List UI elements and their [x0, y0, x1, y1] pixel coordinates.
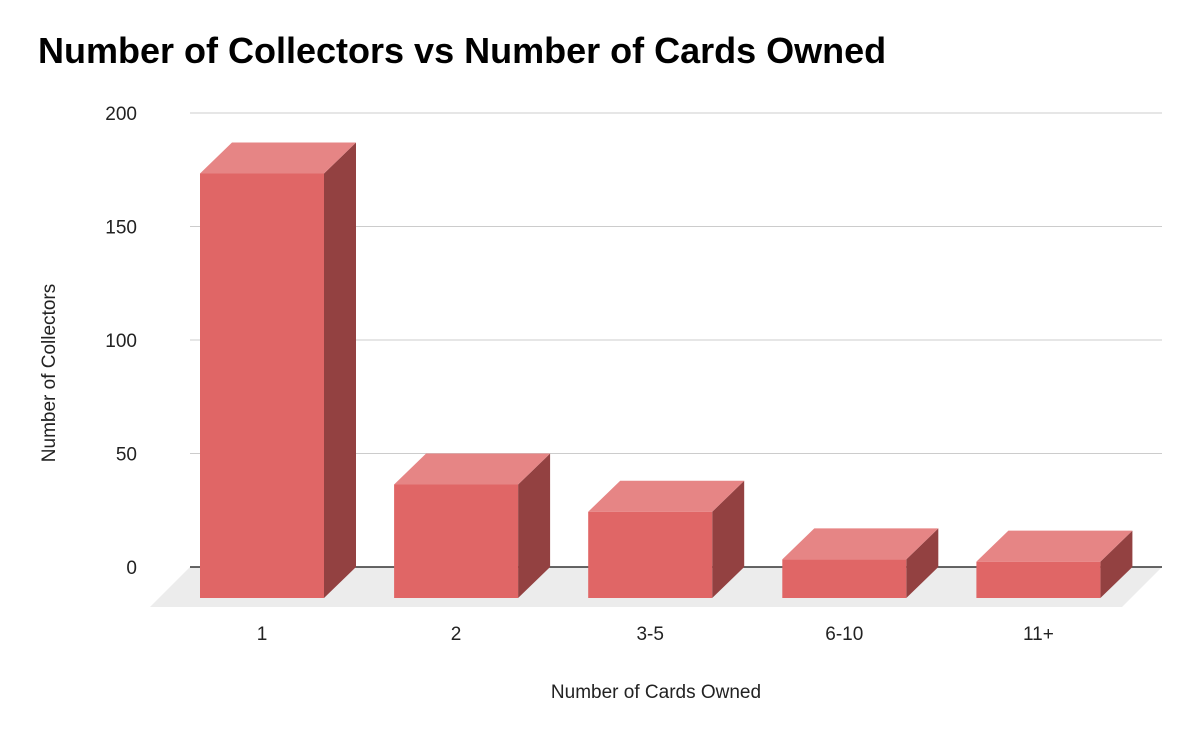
bar-side [324, 142, 356, 598]
bar-top [782, 528, 939, 560]
x-tick-label: 6-10 [825, 624, 863, 645]
bar-top [200, 142, 356, 174]
y-tick-label: 150 [105, 218, 137, 239]
bar-side [712, 480, 745, 598]
bar-top [976, 530, 1133, 562]
y-axis-title: Number of Collectors [39, 284, 60, 462]
bar-front [782, 559, 907, 598]
y-tick-label: 200 [105, 104, 137, 125]
bar-top [394, 453, 551, 485]
x-tick-label: 3-5 [636, 624, 663, 645]
bar-top [588, 480, 745, 512]
x-tick-label: 11+ [1023, 624, 1054, 645]
bar-side [1100, 530, 1133, 598]
y-tick-label: 100 [105, 331, 137, 352]
x-axis-ticks: 1 2 3-5 6-10 11+ [257, 624, 1054, 645]
bar [588, 480, 745, 598]
bar-front [394, 484, 519, 598]
bar [782, 528, 939, 598]
bar-front [976, 561, 1101, 598]
y-tick-label: 50 [116, 445, 137, 466]
bar [976, 530, 1133, 598]
x-tick-label: 1 [257, 624, 268, 645]
x-axis-title: Number of Cards Owned [551, 682, 761, 703]
bar-front [588, 511, 713, 598]
bar-front [200, 173, 324, 598]
bar [200, 142, 356, 598]
x-tick-label: 2 [451, 624, 462, 645]
bar [394, 453, 551, 598]
y-tick-label: 0 [126, 558, 137, 579]
bars [200, 142, 1133, 598]
y-axis-ticks: 0 50 100 150 200 [105, 104, 137, 579]
bar-side [518, 453, 551, 598]
bar-side [906, 528, 939, 598]
chart-title: Number of Collectors vs Number of Cards … [38, 30, 887, 71]
